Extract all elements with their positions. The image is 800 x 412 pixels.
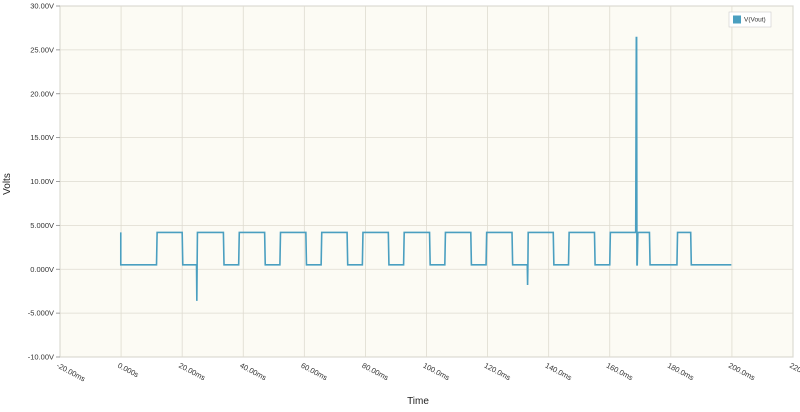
x-tick-label: 40.00ms xyxy=(238,361,268,383)
x-tick-label: 140.0ms xyxy=(544,361,574,383)
y-tick-label: 0.000V xyxy=(30,265,54,274)
y-tick-label: 20.00V xyxy=(30,89,54,98)
x-tick-label: -20.00ms xyxy=(55,361,87,384)
x-tick-label: 20.00ms xyxy=(177,361,207,383)
legend: V(Vout) xyxy=(728,11,772,28)
legend-label: V(Vout) xyxy=(744,17,766,24)
x-tick-label: 100.0ms xyxy=(422,361,452,383)
y-tick-label: 30.00V xyxy=(30,2,54,11)
x-tick-label: 80.00ms xyxy=(360,361,390,383)
y-tick-label: 10.00V xyxy=(30,177,54,186)
x-tick-label: 60.00ms xyxy=(299,361,329,383)
y-tick-label: 25.00V xyxy=(30,45,54,54)
x-tick-label: 160.0ms xyxy=(605,361,635,383)
y-axis-title: Volts xyxy=(2,173,13,195)
x-axis-title: Time xyxy=(407,396,429,407)
y-tick-label: -5.000V xyxy=(28,309,54,318)
x-tick-label: 120.0ms xyxy=(483,361,513,383)
x-tick-label: 200.0ms xyxy=(727,361,757,383)
legend-swatch xyxy=(733,15,741,24)
grid-lines xyxy=(59,5,794,358)
x-tick-label: 220.0ms xyxy=(788,361,800,383)
y-tick-label: 5.000V xyxy=(30,221,54,230)
y-tick-label: 15.00V xyxy=(30,133,54,142)
series-line-vout xyxy=(119,36,732,301)
y-tick-label: -10.00V xyxy=(28,353,54,362)
x-tick-label: 180.0ms xyxy=(666,361,696,383)
series-layer xyxy=(119,36,732,301)
x-tick-label: 0.000s xyxy=(116,361,140,380)
